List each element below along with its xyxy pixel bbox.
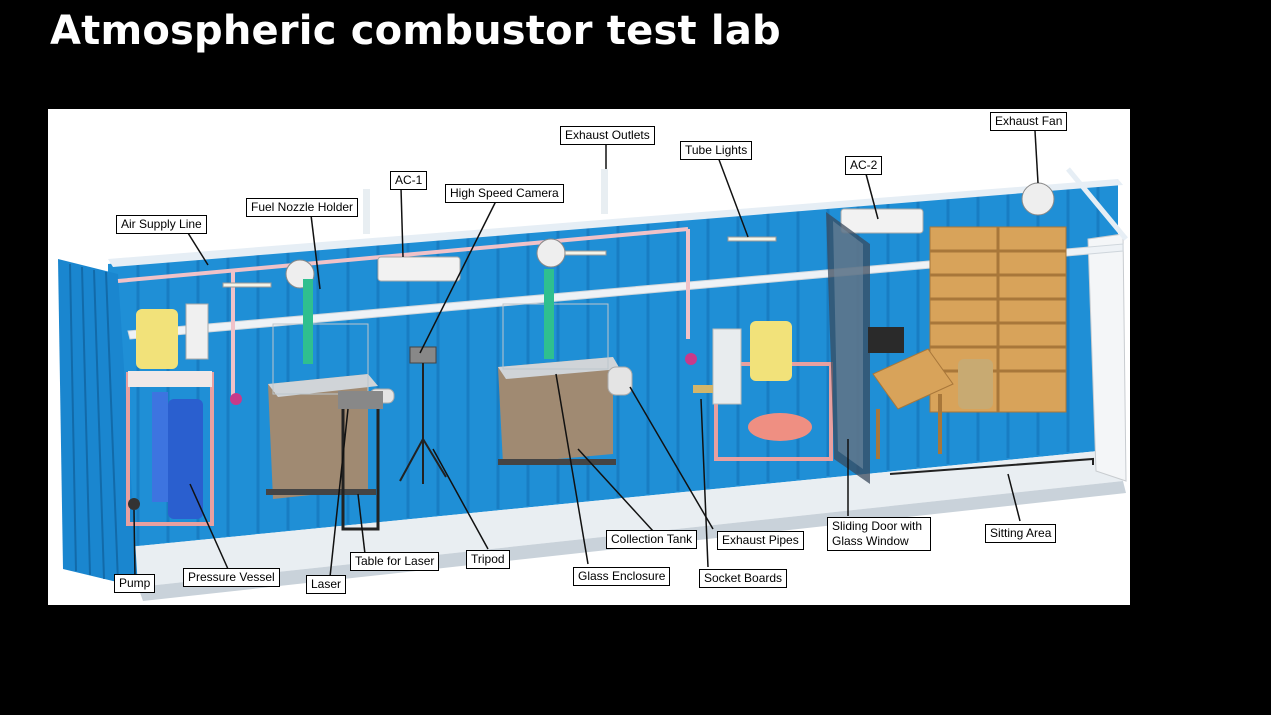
label-socket-boards: Socket Boards	[699, 569, 788, 588]
sitting-area-bracket	[889, 457, 1094, 475]
yellow-tank-right	[750, 321, 792, 381]
label-laser: Laser	[306, 575, 347, 594]
ac1-unit	[377, 256, 461, 282]
exhaust-pipe-2	[607, 366, 633, 396]
container-drawing	[58, 130, 1128, 601]
label-air-supply-line: Air Supply Line	[116, 215, 207, 234]
label-exhaust-pipes: Exhaust Pipes	[717, 531, 804, 550]
valve-1	[230, 393, 242, 405]
label-sitting-area: Sitting Area	[985, 524, 1057, 543]
enclosure-1-glass	[272, 323, 369, 395]
pump	[128, 498, 140, 510]
label-tube-lights: Tube Lights	[680, 141, 753, 160]
desk	[872, 348, 954, 410]
label-fuel-nozzle-holder: Fuel Nozzle Holder	[246, 198, 359, 217]
label-tripod: Tripod	[466, 550, 510, 569]
tube-light	[727, 236, 777, 242]
label-pump: Pump	[114, 574, 156, 593]
top-rail	[108, 179, 1123, 267]
socket-board	[693, 385, 713, 393]
label-exhaust-outlets: Exhaust Outlets	[560, 126, 655, 145]
slide-title: Atmospheric combustor test lab	[50, 8, 781, 54]
enclosure-2-glass	[502, 303, 609, 370]
label-glass-enclosure: Glass Enclosure	[573, 567, 671, 586]
yellow-tank-left	[136, 309, 178, 369]
monitor	[868, 327, 904, 353]
camera-body	[409, 346, 437, 364]
label-collection-tank: Collection Tank	[606, 530, 698, 549]
exhaust-fan	[1021, 182, 1055, 216]
pressure-vessel	[168, 399, 203, 519]
exhaust-outlet-1	[363, 189, 370, 234]
lab-illustration: Air Supply Line Fuel Nozzle Holder AC-1 …	[48, 109, 1130, 605]
valve-2	[685, 353, 697, 365]
label-ac2: AC-2	[845, 156, 883, 175]
ac2-unit	[840, 208, 924, 234]
fan-2	[536, 238, 566, 268]
label-pressure-vessel: Pressure Vessel	[183, 568, 280, 587]
label-sliding-door: Sliding Door with Glass Window	[827, 517, 931, 551]
right-end-frame	[1087, 233, 1127, 482]
front-rail	[127, 243, 1124, 340]
label-exhaust-fan: Exhaust Fan	[990, 112, 1068, 131]
leader-lines	[133, 130, 1039, 580]
label-ac1: AC-1	[390, 171, 428, 190]
compressor-tank	[748, 413, 812, 441]
chair	[958, 359, 993, 409]
laser-device	[338, 391, 383, 409]
enclosure-2-base	[498, 357, 613, 464]
label-table-for-laser: Table for Laser	[350, 552, 440, 571]
exhaust-outlet-2	[601, 169, 608, 214]
label-high-speed-camera: High Speed Camera	[445, 184, 564, 203]
